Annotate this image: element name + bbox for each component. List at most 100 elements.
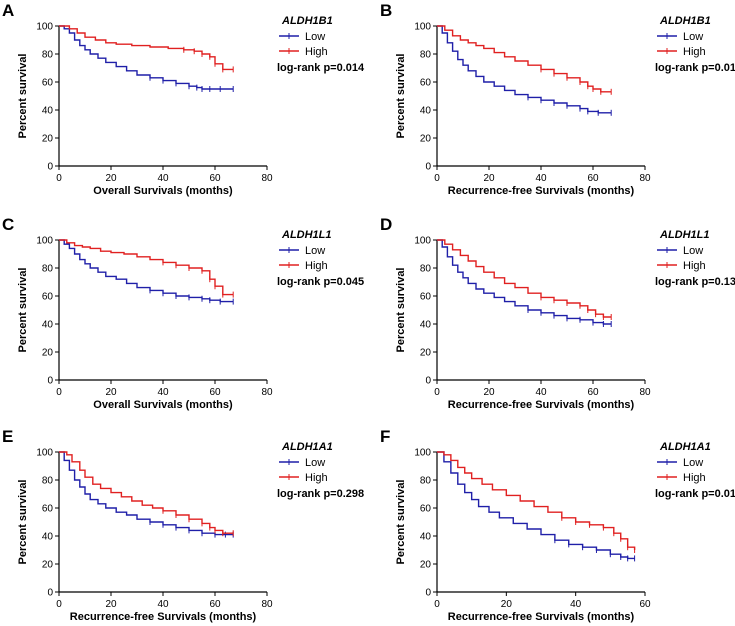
x-tick-label: 20 <box>105 173 117 184</box>
y-tick-label: 0 <box>47 162 53 173</box>
y-tick-label: 20 <box>42 134 54 145</box>
survival-curve-high <box>437 239 612 318</box>
x-tick-label: 80 <box>639 387 651 398</box>
x-axis-title: Recurrence-free Survivals (months) <box>70 611 257 623</box>
y-tick-label: 20 <box>420 134 432 145</box>
legend-gene-title: ALDH1A1 <box>281 441 333 453</box>
x-tick-label: 40 <box>535 387 547 398</box>
x-tick-label: 80 <box>261 387 273 398</box>
y-tick-label: 60 <box>420 78 432 89</box>
legend-label-high: High <box>305 472 328 484</box>
legend-label-low: Low <box>305 31 325 43</box>
x-tick-label: 40 <box>535 173 547 184</box>
panel-letter: B <box>380 1 392 20</box>
survival-curve-high <box>59 451 234 534</box>
y-tick-label: 0 <box>47 376 53 387</box>
x-tick-label: 20 <box>105 599 117 610</box>
survival-curve-high <box>59 239 234 296</box>
y-tick-label: 100 <box>414 448 431 459</box>
x-tick-label: 60 <box>587 173 599 184</box>
x-axis-title: Recurrence-free Survivals (months) <box>448 611 635 623</box>
legend-gene-title: ALDH1B1 <box>281 15 333 27</box>
y-tick-label: 0 <box>425 162 431 173</box>
y-tick-label: 40 <box>42 106 54 117</box>
y-tick-label: 20 <box>420 348 432 359</box>
y-axis-title: Percent survival <box>395 480 407 565</box>
y-axis-title: Percent survival <box>17 268 29 353</box>
x-tick-label: 0 <box>434 599 440 610</box>
x-axis-title: Recurrence-free Survivals (months) <box>448 399 635 411</box>
legend-label-high: High <box>305 260 328 272</box>
legend-label-high: High <box>683 260 706 272</box>
panel-letter: A <box>2 1 14 20</box>
legend-label-low: Low <box>683 245 703 257</box>
y-tick-label: 100 <box>36 236 53 247</box>
y-tick-label: 20 <box>420 560 432 571</box>
x-tick-label: 80 <box>261 173 273 184</box>
panel-letter: D <box>380 215 392 234</box>
x-tick-label: 60 <box>209 173 221 184</box>
x-tick-label: 60 <box>209 599 221 610</box>
y-tick-label: 60 <box>420 504 432 515</box>
y-axis-title: Percent survival <box>17 480 29 565</box>
legend-label-high: High <box>683 46 706 58</box>
survival-curve-low <box>437 25 612 114</box>
survival-curve-low <box>437 239 612 325</box>
x-tick-label: 20 <box>501 599 513 610</box>
x-tick-label: 80 <box>261 599 273 610</box>
y-axis-title: Percent survival <box>395 54 407 139</box>
x-tick-label: 20 <box>483 173 495 184</box>
y-tick-label: 60 <box>42 78 54 89</box>
panel-d: D 0 20 40 60 80 100 0 20 40 60 80 Recurrence-free Su… <box>380 215 735 411</box>
y-tick-label: 80 <box>420 264 432 275</box>
x-tick-label: 0 <box>56 387 62 398</box>
y-axis-title: Percent survival <box>17 54 29 139</box>
y-tick-label: 20 <box>42 560 54 571</box>
logrank-pvalue: log-rank p=0.014 <box>277 62 365 74</box>
y-tick-label: 80 <box>420 476 432 487</box>
y-tick-label: 60 <box>42 504 54 515</box>
panel-letter: C <box>2 215 14 234</box>
legend-label-low: Low <box>683 457 703 469</box>
legend-label-high: High <box>305 46 328 58</box>
legend-gene-title: ALDH1L1 <box>281 229 332 241</box>
legend-label-low: Low <box>305 245 325 257</box>
y-tick-label: 0 <box>425 588 431 599</box>
x-tick-label: 0 <box>434 173 440 184</box>
panel-b: B 0 20 40 60 80 100 0 20 40 60 80 Recurrence-free Su… <box>380 1 735 197</box>
panel-letter: F <box>380 427 390 446</box>
y-tick-label: 100 <box>36 448 53 459</box>
legend-label-low: Low <box>305 457 325 469</box>
survival-curve-low <box>59 25 234 90</box>
logrank-pvalue: log-rank p=0.133 <box>655 276 735 288</box>
panel-e: E 0 20 40 60 80 100 0 20 40 60 80 Recurrence-free Su… <box>2 427 364 623</box>
logrank-pvalue: log-rank p=0.014 <box>655 488 735 500</box>
x-axis-title: Recurrence-free Survivals (months) <box>448 185 635 197</box>
y-tick-label: 0 <box>47 588 53 599</box>
y-tick-label: 40 <box>42 320 54 331</box>
y-tick-label: 40 <box>420 106 432 117</box>
y-tick-label: 100 <box>414 22 431 33</box>
y-tick-label: 80 <box>420 50 432 61</box>
legend-gene-title: ALDH1B1 <box>659 15 711 27</box>
y-tick-label: 20 <box>42 348 54 359</box>
x-tick-label: 40 <box>157 387 169 398</box>
panel-a: A 0 20 40 60 80 100 0 20 40 60 80 Overall Survivals … <box>2 1 365 197</box>
survival-curve-low <box>59 239 234 303</box>
x-tick-label: 0 <box>434 387 440 398</box>
x-tick-label: 40 <box>157 173 169 184</box>
x-tick-label: 40 <box>570 599 582 610</box>
logrank-pvalue: log-rank p=0.298 <box>277 488 364 500</box>
y-tick-label: 80 <box>42 264 54 275</box>
x-tick-label: 20 <box>483 387 495 398</box>
x-tick-label: 60 <box>587 387 599 398</box>
y-tick-label: 60 <box>42 292 54 303</box>
legend-label-high: High <box>683 472 706 484</box>
y-axis-title: Percent survival <box>395 268 407 353</box>
panel-f: F 0 20 40 60 80 100 0 20 40 60 Recurrence-free Surv… <box>380 427 735 623</box>
x-tick-label: 20 <box>105 387 117 398</box>
y-tick-label: 60 <box>420 292 432 303</box>
logrank-pvalue: log-rank p=0.045 <box>277 276 364 288</box>
y-tick-label: 40 <box>420 532 432 543</box>
